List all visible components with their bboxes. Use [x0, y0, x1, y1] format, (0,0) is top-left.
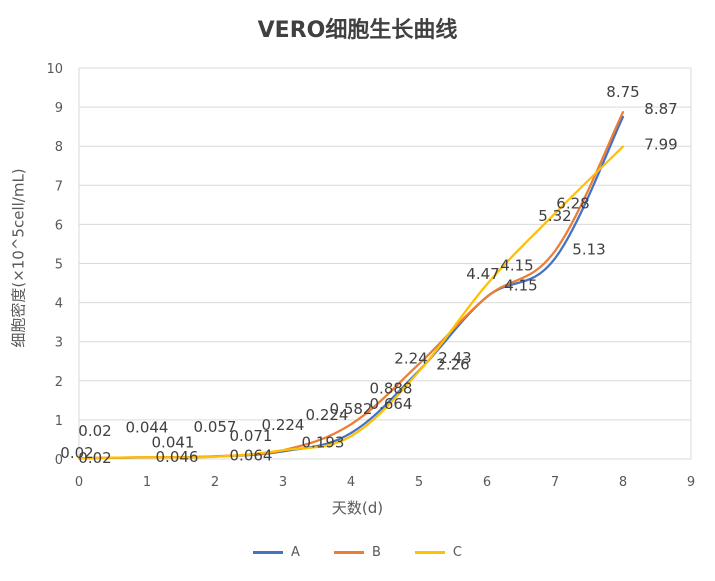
x-tick-label-6: 6: [483, 475, 491, 490]
y-tick-label-0: 0: [55, 453, 63, 468]
data-label-c-1: 0.044: [126, 418, 169, 436]
data-label-a-5: 2.26: [436, 356, 469, 374]
x-tick-label-3: 3: [279, 475, 287, 490]
data-label-c-5: 2.24: [394, 349, 427, 367]
data-label-c-0: 0.02: [60, 444, 93, 462]
data-label-b-0: 0.02: [78, 449, 111, 467]
y-tick-label-3: 3: [55, 336, 63, 351]
data-label-c-2: 0.057: [194, 418, 237, 436]
y-tick-label-5: 5: [55, 258, 63, 273]
legend-item-c: C: [414, 545, 462, 560]
data-label-b-2: 0.071: [230, 427, 273, 445]
data-label-a-1: 0.041: [152, 433, 195, 451]
data-label-b-3: 0.224: [306, 406, 349, 424]
legend-label-b: B: [371, 545, 381, 560]
data-label-b-4: 0.888: [370, 379, 413, 397]
data-label-a-3: 0.193: [302, 433, 345, 451]
data-label-c-6: 4.47: [466, 265, 499, 283]
y-tick-label-1: 1: [55, 414, 63, 429]
legend-item-a: A: [253, 545, 300, 560]
data-label-b-1: 0.046: [156, 448, 199, 466]
y-tick-label-4: 4: [55, 297, 63, 312]
x-tick-label-5: 5: [415, 475, 423, 490]
x-tick-label-7: 7: [551, 475, 559, 490]
x-axis-label: 天数(d): [331, 499, 384, 517]
legend-item-b: B: [333, 545, 381, 560]
data-label-a-2: 0.064: [230, 446, 273, 464]
y-tick-label-8: 8: [55, 140, 63, 155]
data-label-c-4: 0.582: [330, 400, 373, 418]
data-label-a-7: 5.13: [572, 240, 605, 258]
y-tick-label-10: 10: [46, 62, 63, 77]
x-tick-label-2: 2: [211, 475, 219, 490]
data-label-a-8: 8.75: [606, 83, 639, 101]
chart-title: VERO细胞生长曲线: [257, 18, 458, 43]
data-label-a-6: 4.15: [504, 277, 537, 295]
data-label-b-8: 8.87: [644, 100, 677, 118]
legend-label-a: A: [291, 545, 300, 560]
data-label-a-4: 0.664: [370, 395, 413, 413]
data-label-b-6: 4.15: [500, 257, 533, 275]
legend-swatch-c: [414, 551, 445, 554]
data-label-c-7: 6.28: [556, 194, 589, 212]
legend-swatch-b: [333, 551, 364, 554]
x-tick-label-9: 9: [687, 475, 695, 490]
data-label-a-0: 0.02: [78, 422, 111, 440]
data-label-c-8: 7.99: [644, 136, 677, 154]
y-tick-label-6: 6: [55, 218, 63, 233]
data-label-b-5: 2.43: [438, 349, 471, 367]
x-tick-label-1: 1: [143, 475, 151, 490]
data-label-b-7: 5.32: [538, 207, 571, 225]
legend-label-c: C: [452, 545, 462, 560]
legend: A B C: [0, 545, 715, 560]
series-line-c: [77, 145, 625, 460]
y-tick-label-9: 9: [55, 101, 63, 116]
data-label-c-3: 0.224: [262, 416, 305, 434]
y-tick-label-2: 2: [55, 375, 63, 390]
legend-swatch-a: [253, 551, 284, 554]
x-tick-label-4: 4: [347, 475, 355, 490]
y-tick-label-7: 7: [55, 179, 63, 194]
x-tick-label-8: 8: [619, 475, 627, 490]
x-tick-label-0: 0: [75, 475, 83, 490]
